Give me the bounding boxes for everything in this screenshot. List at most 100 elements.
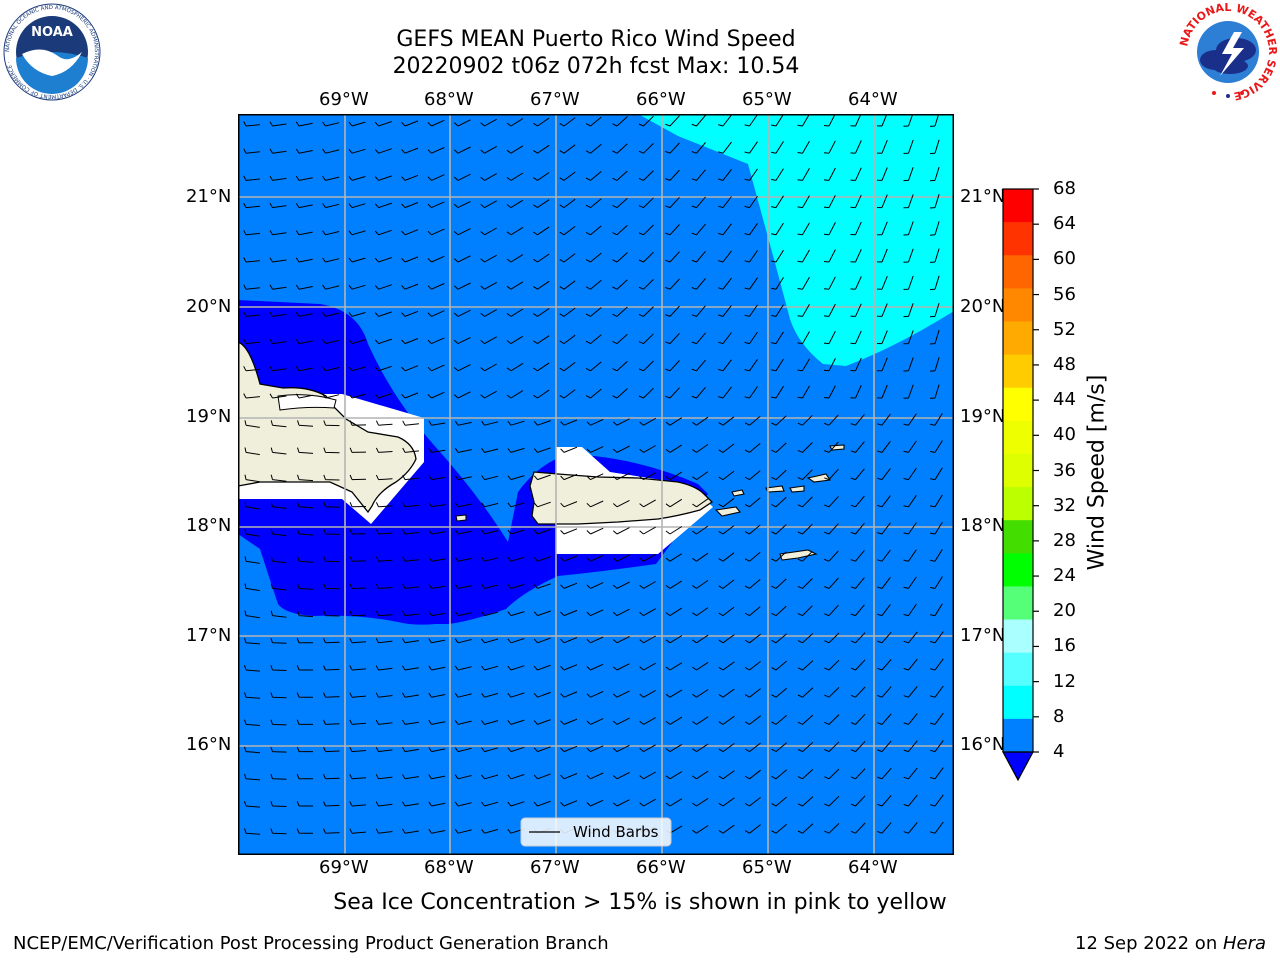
wind-barb: [823, 222, 836, 236]
wind-barb: [823, 276, 836, 290]
colorbar-tick-label: 68: [1053, 178, 1076, 199]
wind-barb: [718, 715, 735, 725]
wind-barb: [744, 715, 761, 725]
wind-barb: [771, 687, 788, 698]
wind-barb: [797, 741, 814, 753]
wind-barb: [560, 664, 578, 671]
lat-label-right-4: 17°N: [960, 625, 1006, 646]
wind-barb: [876, 276, 888, 290]
wind-barb: [771, 715, 788, 725]
wind-barb: [559, 117, 576, 127]
wind-barb: [402, 774, 419, 780]
wind-barb: [323, 719, 340, 725]
wind-barb: [612, 772, 630, 780]
wind-barb: [824, 441, 839, 453]
wind-barb: [295, 257, 313, 263]
wind-barb: [771, 304, 784, 317]
wind-barb: [903, 194, 914, 209]
wind-barb: [850, 659, 866, 671]
wind-barb: [454, 692, 472, 698]
wind-barb: [533, 474, 551, 481]
wind-barb: [322, 257, 340, 263]
wind-barb: [665, 305, 680, 317]
wind-barb: [876, 357, 888, 372]
wind-barb: [692, 498, 709, 508]
wind-barb: [296, 692, 313, 698]
wind-barb: [639, 689, 656, 698]
wind-barb: [612, 527, 630, 535]
wind-barb: [718, 196, 732, 209]
wind-barb: [428, 556, 446, 562]
wind-barb: [612, 690, 630, 698]
map-subtitle: 20220902 t06z 072h fcst Max: 10.54: [392, 54, 800, 79]
lat-label-left-1: 20°N: [186, 296, 232, 317]
lat-label-left-4: 17°N: [186, 625, 232, 646]
wind-barb: [718, 416, 735, 426]
wind-barb: [903, 413, 917, 426]
colorbar-tick-label: 48: [1053, 353, 1076, 375]
wind-barb: [877, 795, 892, 807]
wind-barb: [903, 467, 917, 481]
colorbar-tick-label: 32: [1053, 494, 1076, 516]
wind-barb: [744, 277, 758, 290]
wind-barb: [533, 389, 550, 399]
wind-barb: [348, 257, 366, 263]
wind-barb: [559, 144, 576, 154]
wind-barb: [797, 633, 814, 644]
wind-barb: [797, 114, 810, 127]
colorbar-band: [1003, 387, 1033, 422]
wind-barb: [850, 385, 862, 399]
colorbar-band: [1003, 718, 1033, 753]
wind-barb: [244, 420, 260, 428]
wind-barb: [453, 173, 471, 181]
wind-barb: [454, 475, 472, 481]
wind-barb: [375, 828, 393, 834]
wind-barb: [506, 335, 524, 345]
wind-barb: [243, 338, 260, 345]
wind-barb: [665, 196, 680, 209]
wind-barb: [929, 357, 940, 372]
wind-barb: [718, 634, 735, 644]
wind-barb: [296, 637, 313, 644]
colorbar-tick-label: 52: [1053, 318, 1076, 340]
wind-barb: [427, 201, 445, 209]
wind-barb: [877, 767, 892, 780]
wind-barb: [323, 801, 340, 807]
wind-barb: [692, 525, 709, 535]
wind-barb: [269, 121, 287, 127]
wind-barb: [744, 661, 761, 671]
wind-barb: [560, 473, 578, 481]
wind-barb: [453, 282, 471, 290]
wind-barb: [850, 414, 865, 426]
wind-barb: [823, 167, 836, 181]
wind-barb: [270, 610, 287, 618]
wind-barb: [718, 386, 732, 399]
colorbar-tick-label: 56: [1053, 283, 1076, 305]
wind-barb: [402, 529, 419, 535]
wind-barb: [428, 719, 446, 725]
wind-barb: [824, 468, 839, 481]
colorbar-band: [1003, 487, 1033, 521]
wind-barb: [533, 280, 550, 290]
wind-barb: [560, 582, 578, 589]
wind-barb: [744, 359, 758, 372]
wind-barb: [665, 251, 680, 263]
wind-barb: [665, 332, 680, 345]
wind-barb: [612, 581, 630, 589]
wind-barb: [612, 170, 628, 181]
lat-label-left-3: 18°N: [186, 515, 232, 536]
wind-barb: [718, 114, 732, 127]
wind-barb: [270, 692, 287, 699]
wind-barb: [323, 746, 340, 753]
wind-speed-map: Wind Barbs: [238, 114, 954, 855]
wind-barb: [533, 335, 550, 345]
wind-barb: [402, 420, 419, 426]
wind-barb: [824, 414, 839, 426]
wind-barb: [244, 773, 261, 781]
wind-barb: [402, 665, 419, 671]
wind-barb: [639, 662, 656, 671]
wind-barb: [244, 447, 260, 456]
wind-barb: [427, 310, 445, 317]
wind-barb: [481, 638, 499, 644]
wind-barb: [270, 501, 287, 509]
